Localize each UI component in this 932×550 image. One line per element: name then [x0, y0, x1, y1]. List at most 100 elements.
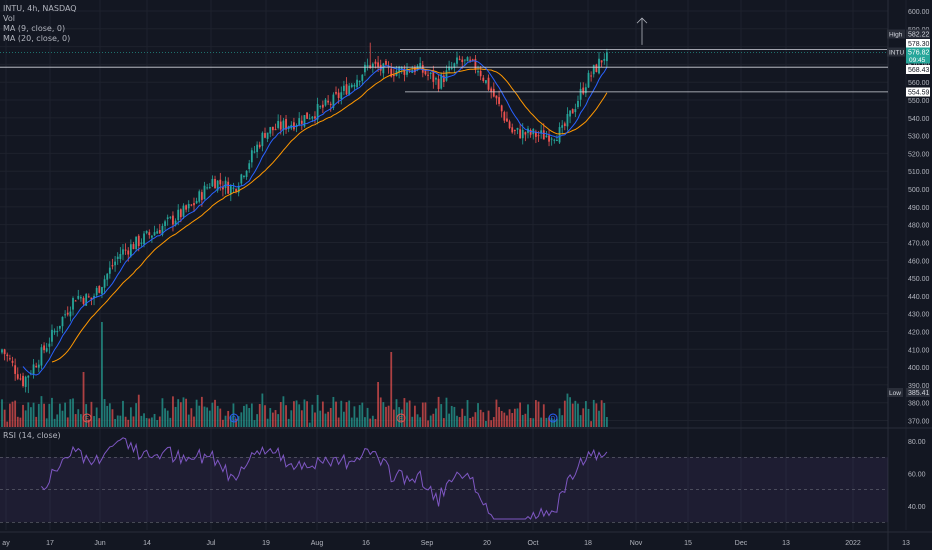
candle-body — [569, 110, 571, 117]
candle-body — [164, 221, 166, 226]
volume-bar — [500, 410, 503, 427]
candle — [548, 129, 550, 147]
candle-body — [600, 60, 603, 63]
volume-bar — [548, 417, 550, 427]
candle — [358, 80, 361, 86]
candle — [490, 86, 493, 99]
volume-bar — [106, 405, 109, 427]
candle — [598, 52, 600, 75]
volume-bar — [240, 412, 243, 427]
candle — [503, 110, 506, 124]
candle-body — [240, 174, 243, 184]
candle — [432, 65, 435, 89]
up-arrow-icon — [636, 17, 648, 45]
volume-bar — [282, 396, 285, 427]
candle — [90, 297, 93, 306]
time-tick-label: 18 — [584, 540, 592, 547]
support-level-badge — [906, 87, 930, 97]
volume-bar — [495, 399, 498, 427]
volume-bar — [545, 417, 548, 427]
volume-bar — [95, 407, 98, 427]
candle — [193, 197, 195, 212]
event-marker-icon: D — [548, 413, 558, 423]
event-marker-text: D — [551, 417, 556, 423]
resistance-level: 578.30 — [906, 39, 930, 48]
volume-bar — [248, 408, 251, 427]
candle-body — [16, 374, 19, 379]
candle-body — [124, 249, 127, 251]
volume-bar — [408, 400, 411, 427]
candle — [553, 138, 556, 144]
candle — [214, 175, 216, 189]
candle — [540, 124, 543, 139]
mid-level: 568.43 — [906, 65, 930, 74]
candle-body — [311, 116, 314, 119]
candle — [606, 48, 608, 68]
candle-body — [300, 120, 303, 124]
candle-body — [537, 135, 540, 137]
candle — [101, 286, 103, 299]
volume-bar — [190, 408, 193, 427]
candle-body — [382, 63, 385, 74]
candle — [43, 342, 45, 354]
candle-body — [148, 232, 151, 236]
candle-body — [513, 130, 516, 132]
volume-bar — [148, 418, 151, 427]
candle-body — [87, 296, 90, 298]
candle-body — [492, 88, 495, 97]
candle-body — [350, 84, 353, 88]
candle-body — [603, 58, 606, 61]
volume-bar — [80, 414, 82, 427]
candle-body — [474, 58, 477, 70]
event-marker-circle — [229, 413, 239, 423]
candle-body — [419, 63, 422, 68]
candle — [266, 132, 269, 143]
candle-body — [561, 125, 564, 128]
candle-body — [37, 364, 40, 368]
resistance-level-value: 578.30 — [908, 41, 930, 48]
candle-body — [116, 256, 119, 259]
candle — [195, 197, 198, 204]
candle-body — [332, 94, 335, 108]
current-price-tag-text: INTU — [889, 50, 904, 57]
candle — [211, 175, 214, 187]
volume-bar — [414, 405, 416, 427]
time-tick-label: Oct — [528, 540, 539, 547]
candle-body — [314, 116, 316, 119]
volume-bar — [61, 410, 64, 427]
candle-body — [219, 179, 222, 185]
candle-body — [563, 123, 566, 127]
candle-body — [453, 63, 456, 68]
candle-body — [56, 331, 59, 333]
candle — [182, 203, 185, 219]
candle — [519, 124, 522, 139]
candle — [187, 200, 190, 213]
candle — [8, 354, 11, 361]
volume-bar — [577, 403, 579, 427]
candle-body — [361, 74, 364, 81]
volume-bar — [492, 417, 495, 427]
candle-body — [14, 365, 17, 374]
volume-bar — [101, 322, 103, 427]
candle — [80, 295, 82, 302]
volume-bar — [406, 402, 408, 427]
volume-bar — [200, 396, 203, 427]
volume-bar — [348, 400, 351, 427]
symbol-label: INTU, 4h, NASDAQ — [3, 4, 77, 13]
candle — [529, 128, 532, 138]
candle-body — [403, 68, 406, 75]
candle-body — [353, 85, 356, 87]
price-tick-label: 520.00 — [908, 151, 930, 158]
candle-body — [222, 187, 224, 190]
candle — [64, 310, 67, 319]
candle-body — [369, 65, 372, 69]
event-marker-icon: E — [396, 413, 406, 423]
candle-body — [158, 230, 161, 234]
candle — [232, 182, 235, 194]
price-tick-label: 560.00 — [908, 80, 930, 87]
candle — [116, 252, 119, 265]
volume-bar — [69, 399, 72, 427]
volume-bar — [400, 409, 403, 427]
candle-body — [293, 122, 295, 130]
